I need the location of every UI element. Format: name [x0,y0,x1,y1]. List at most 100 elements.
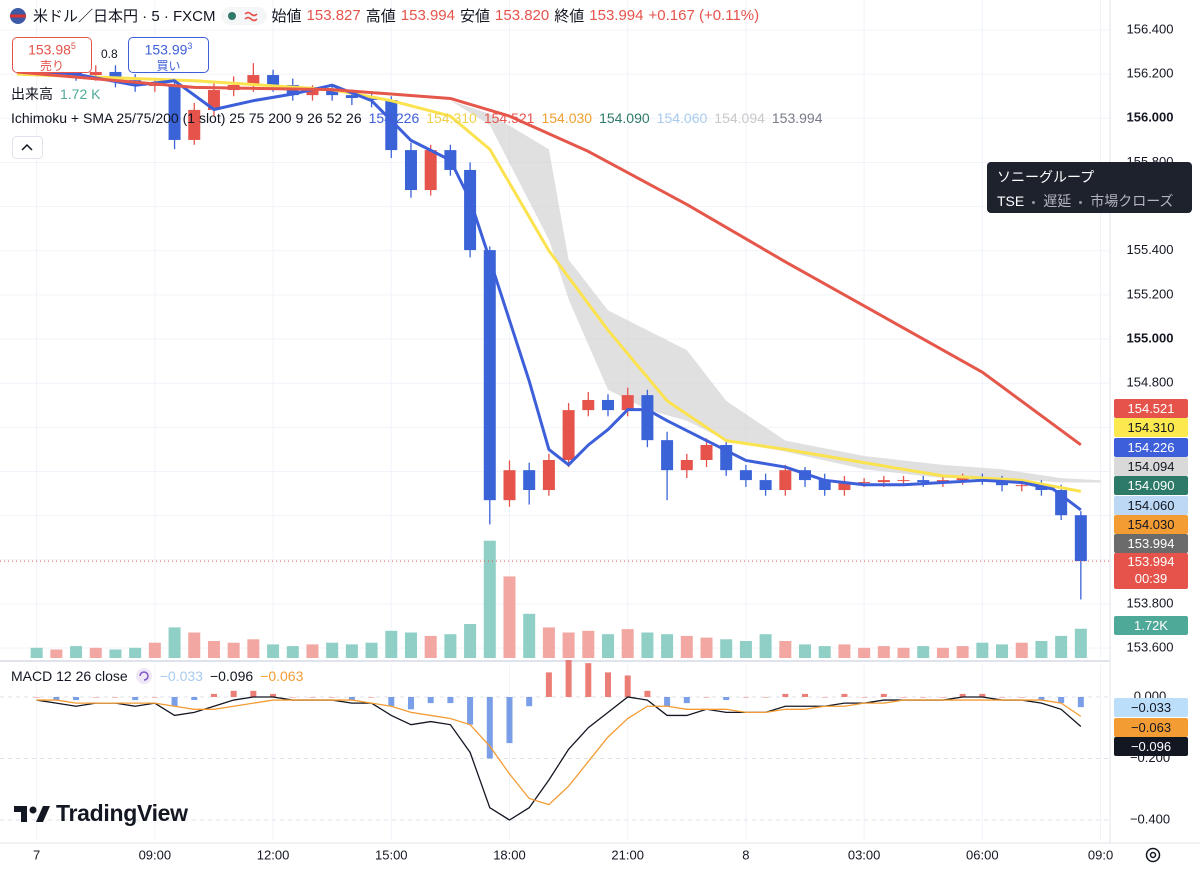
macd-tag: −0.096 [1114,737,1188,756]
candle-body [621,395,634,411]
price-tag-text: 154.226 [1127,439,1175,455]
price-tag: 154.521 [1114,399,1188,418]
candle-body [582,399,595,411]
candle-body [109,71,122,81]
macd-value: −0.033 [159,668,203,684]
candle-body [168,84,181,140]
volume-legend-label: 出来高 [11,86,53,102]
volume-bar [464,624,477,658]
buy-price[interactable]: 153.99 [144,41,188,58]
candle-body [1074,515,1087,562]
indicator-value: 154.521 [483,110,535,126]
candle-body [542,460,555,491]
indicator-legend-label[interactable]: Ichimoku + SMA 25/75/200 (1 slot) 25 75 … [11,110,362,126]
candle-body [207,90,220,110]
volume-bar [661,634,674,658]
histogram-bar [171,696,178,707]
price-tag: 154.060 [1114,495,1188,515]
histogram-bar [210,693,217,697]
histogram-bar [604,672,611,697]
volume-bar [129,647,142,658]
candle-body [404,150,417,191]
volume-bar [404,632,417,658]
y-tick-label: −0.400 [1130,811,1170,826]
open-label: 始値 [271,8,302,25]
sell-button[interactable]: 153.985 売り [12,37,92,73]
volume-bar [976,642,989,658]
volume-bar [424,635,437,658]
tooltip-status: TSE 遅延 市場クローズ [997,191,1174,211]
y-tick-label: 153.800 [1127,595,1174,610]
x-tick-label: 21:00 [611,847,644,862]
histogram-bar [151,696,158,698]
volume-bar [739,641,752,658]
candle-body [877,480,890,483]
tooltip-title: ソニーグループ [997,169,1095,185]
volume-bar [838,644,851,658]
histogram-bar [1077,696,1084,708]
histogram-bar [979,693,986,697]
candle-body [1015,485,1028,487]
candle-body [601,399,614,411]
volume-bar [326,642,339,658]
x-tick-label: 15:00 [375,847,408,862]
gear-inner[interactable] [1149,851,1157,859]
candle-body [326,90,339,96]
volume-bar [89,647,102,658]
volume-bar [877,646,890,658]
y-tick-label: 153.600 [1127,640,1174,655]
volume-bar [1035,641,1048,658]
candle-body [661,440,674,471]
indicator-value: 154.310 [426,110,477,126]
buy-label[interactable]: 買い [156,58,181,73]
indicator-legend: Ichimoku + SMA 25/75/200 (1 slot) 25 75 … [11,110,823,126]
volume-bar [50,649,63,658]
candle-body [503,470,516,501]
histogram-bar [545,672,552,697]
price-tag-text: 154.060 [1127,497,1175,513]
volume-bar [168,627,181,658]
histogram-bar [900,696,907,698]
macd-legend-label[interactable]: MACD 12 26 close [11,668,128,684]
macd-tag: −0.033 [1114,698,1188,717]
macd-legend: MACD 12 26 close −0.033 −0.096 −0.063 [11,667,303,685]
volume-bar [523,613,536,658]
separator-dot [1032,200,1036,204]
collapse-button[interactable] [12,136,43,159]
sell-label[interactable]: 売り [39,58,64,73]
gear-outer[interactable] [1145,847,1161,863]
candle-body [759,480,772,491]
macd-tag: −0.063 [1114,717,1188,737]
symbol[interactable]: 米ドル／日本円 · 5 · FXCM [33,8,216,25]
price-tag: 154.030 [1114,514,1188,534]
settings-icon[interactable] [1145,847,1161,863]
sell-pip[interactable]: 5 [70,41,76,51]
volume-bar [207,641,220,658]
macd-value: −0.096 [209,668,254,684]
buy-button[interactable]: 153.993 買い [128,37,209,73]
buy-pip[interactable]: 3 [187,41,193,51]
histogram-bar [33,696,40,698]
macd-refresh-icon[interactable] [135,667,153,685]
tooltip-status-item: 市場クローズ [1090,193,1174,209]
price-tag: 154.094 [1114,456,1188,476]
histogram-bar [506,696,513,744]
candle-body [306,90,319,96]
candle-body [641,395,654,441]
candle-body [483,250,496,501]
histogram-bar [959,693,966,697]
histogram-bar [664,696,671,707]
y-tick-label: 155.000 [1127,330,1174,345]
volume-bar [818,646,831,658]
x-tick-label: 12:00 [257,847,290,862]
sell-price[interactable]: 153.98 [28,41,71,58]
macd-value: −0.063 [260,668,304,684]
volume-bar [1074,628,1087,658]
volume-tag: 1.72K [1114,616,1188,635]
low-value: 153.820 [495,7,550,24]
candle-body [956,478,969,481]
histogram-bar [821,696,828,698]
candle-body [700,444,713,461]
histogram-bar [447,696,454,704]
volume-bar [109,649,122,658]
